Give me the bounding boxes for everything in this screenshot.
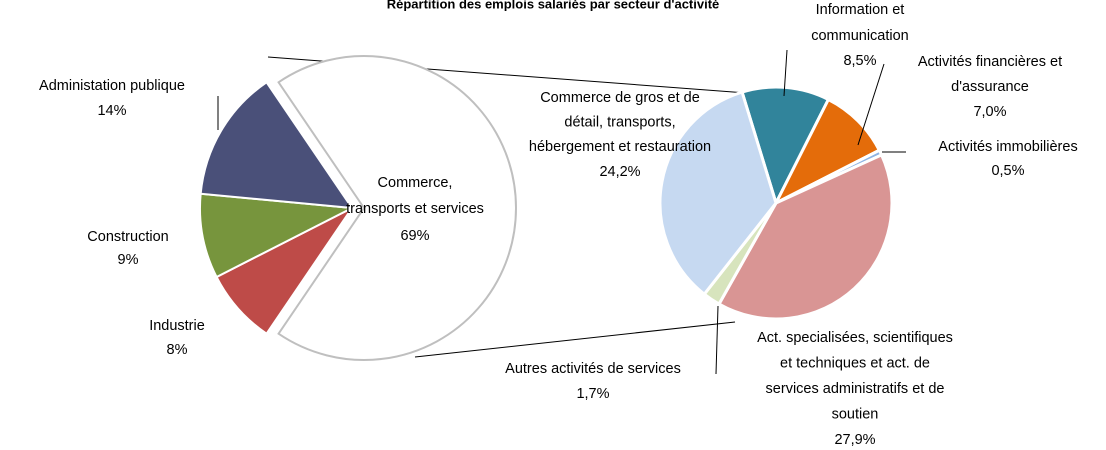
- slice-label: Act. specialisées, scientifiques et techn…: [757, 330, 953, 423]
- slice-label: Industrie: [149, 318, 205, 334]
- value-label: 69%: [400, 228, 429, 244]
- slice-label: Autres activités de services: [505, 361, 681, 377]
- slice-label: Information et communication: [811, 2, 909, 44]
- pie-slice: [658, 90, 778, 297]
- slice-label: Activités immobilières: [938, 139, 1077, 155]
- value-label: 8,5%: [843, 53, 876, 69]
- leader-line: [857, 63, 885, 146]
- value-label: 0,5%: [991, 163, 1024, 179]
- pie-slice: [199, 80, 355, 210]
- connector-line: [414, 321, 736, 358]
- value-label: 7,0%: [973, 104, 1006, 120]
- chart-title: Répartition des emplois salariés par sec…: [387, 0, 720, 11]
- slice-label: Construction: [87, 229, 168, 245]
- pie-slice: [277, 55, 517, 361]
- pie-slice: [740, 85, 831, 208]
- value-label: 14%: [97, 103, 126, 119]
- slice-label: Commerce de gros et de détail, transports…: [529, 90, 711, 155]
- value-label: 27,9%: [834, 432, 875, 448]
- value-label: 1,7%: [576, 386, 609, 402]
- pie-slice: [716, 152, 894, 321]
- leader-line: [715, 305, 719, 375]
- slice-label: Commerce, transports et services: [346, 175, 484, 217]
- slice-label: Administation publique: [39, 78, 185, 94]
- value-label: 8%: [167, 342, 188, 358]
- leader-line: [783, 49, 788, 97]
- value-label: 9%: [118, 252, 139, 268]
- pie-slice: [199, 192, 356, 279]
- value-label: 24,2%: [599, 164, 640, 180]
- slice-label: Activités financières et d'assurance: [918, 54, 1062, 95]
